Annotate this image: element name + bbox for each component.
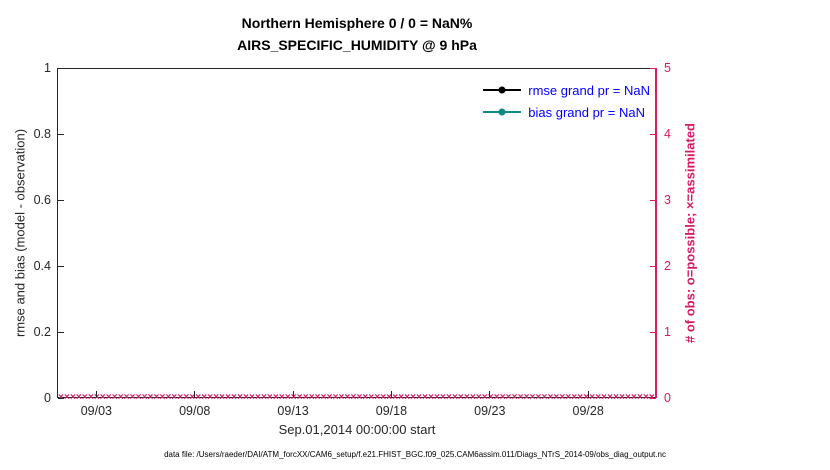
assimilated-x-marker: × (147, 392, 154, 403)
assimilated-x-marker: × (332, 392, 339, 403)
right-axis-spine (655, 68, 657, 398)
right-tick-mark (650, 265, 656, 267)
assimilated-x-marker: × (445, 392, 452, 403)
x-tick-mark (390, 391, 392, 397)
plot-title-line1: Northern Hemisphere 0 / 0 = NaN% (241, 15, 473, 31)
assimilated-x-marker: × (547, 392, 554, 403)
left-tick-label: 1 (44, 61, 51, 75)
right-tick-mark (650, 133, 656, 135)
assimilated-x-marker: × (344, 392, 351, 403)
assimilated-x-marker: × (135, 392, 142, 403)
x-tick-mark (587, 391, 589, 397)
assimilated-x-marker: × (631, 392, 637, 403)
left-tick-mark (58, 331, 64, 333)
assimilated-x-marker: × (619, 392, 625, 403)
assimilated-x-marker: × (338, 392, 345, 403)
left-tick-mark (58, 265, 64, 267)
left-axis-label: rmse and bias (model - observation) (12, 128, 28, 338)
right-tick-label: 2 (664, 259, 671, 273)
assimilated-x-marker: × (428, 392, 434, 403)
assimilated-x-marker: × (642, 392, 649, 403)
left-tick-mark (58, 67, 64, 69)
assimilated-x-marker: × (440, 392, 446, 403)
legend-item: rmse grand pr = NaN (483, 79, 650, 101)
right-axis-label: # of obs: o=possible; ×=assimilated (682, 123, 698, 343)
x-tick-mark (292, 391, 294, 397)
plot-title-block: Northern Hemisphere 0 / 0 = NaN% AIRS_SP… (57, 12, 657, 56)
assimilated-x-marker: × (326, 392, 333, 403)
plot-area: rmse grand pr = NaN bias grand pr = NaN ×… (57, 68, 657, 403)
left-tick-mark (58, 199, 64, 201)
plot-title-line2: AIRS_SPECIFIC_HUMIDITY @ 9 hPa (237, 37, 477, 53)
x-tick-label: 09/08 (179, 404, 211, 418)
legend-label: bias grand pr = NaN (528, 104, 645, 120)
assimilated-x-marker: × (141, 392, 148, 403)
left-tick-label: 0.6 (33, 193, 51, 207)
x-tick-label: 09/13 (277, 404, 309, 418)
x-axis-label: Sep.01,2014 00:00:00 start (278, 422, 436, 437)
assimilated-x-marker: × (535, 392, 542, 403)
x-tick-mark (95, 391, 97, 397)
assimilated-x-marker: × (237, 392, 243, 403)
right-tick-mark (650, 397, 656, 399)
x-tick-label: 09/18 (375, 404, 408, 418)
left-tick-mark (58, 133, 64, 135)
assimilated-x-marker: × (153, 392, 160, 403)
left-tick-label: 0.2 (33, 325, 51, 339)
right-tick-label: 4 (664, 127, 671, 141)
x-tick-mark (194, 391, 196, 397)
right-tick-mark (650, 199, 656, 201)
assimilated-x-marker: × (422, 392, 428, 403)
right-tick-label: 0 (664, 391, 671, 405)
assimilated-x-marker: × (243, 392, 249, 403)
assimilated-x-marker: × (451, 392, 458, 403)
right-tick-label: 5 (664, 61, 671, 75)
legend-line-swatch (483, 108, 522, 116)
legend-dot-marker (498, 108, 506, 116)
assimilated-x-marker: × (249, 392, 255, 403)
legend-dot-marker (498, 86, 506, 94)
x-tick-label: 09/03 (80, 404, 112, 418)
assimilated-x-marker: × (523, 392, 530, 403)
right-tick-label: 1 (664, 325, 671, 339)
left-tick-mark (58, 397, 64, 399)
x-tick-mark (489, 391, 491, 397)
legend-label: rmse grand pr = NaN (528, 82, 650, 98)
assimilated-x-marker: × (625, 392, 631, 403)
legend-item: bias grand pr = NaN (483, 101, 650, 123)
assimilated-x-marker: × (636, 392, 643, 403)
legend-line-swatch (483, 86, 522, 94)
left-tick-label: 0 (44, 391, 51, 405)
right-tick-mark (650, 67, 656, 69)
data-file-path: data file: /Users/raeder/DAI/ATM_forcXX/… (164, 450, 666, 459)
left-tick-label: 0.4 (33, 259, 51, 273)
assimilated-x-marker: × (129, 392, 136, 403)
assimilated-x-marker: × (225, 392, 231, 403)
right-tick-mark (650, 331, 656, 333)
assimilated-x-marker: × (350, 392, 357, 403)
assimilated-x-marker: × (529, 392, 536, 403)
assimilated-x-marker: × (254, 392, 261, 403)
assimilated-x-marker: × (541, 392, 548, 403)
x-tick-label: 09/23 (474, 404, 506, 418)
legend: rmse grand pr = NaN bias grand pr = NaN (483, 79, 650, 123)
x-tick-label: 09/28 (572, 404, 604, 418)
left-tick-label: 0.8 (33, 127, 51, 141)
assimilated-x-marker: × (231, 392, 237, 403)
right-tick-label: 3 (664, 193, 671, 207)
assimilated-x-marker: × (434, 392, 440, 403)
